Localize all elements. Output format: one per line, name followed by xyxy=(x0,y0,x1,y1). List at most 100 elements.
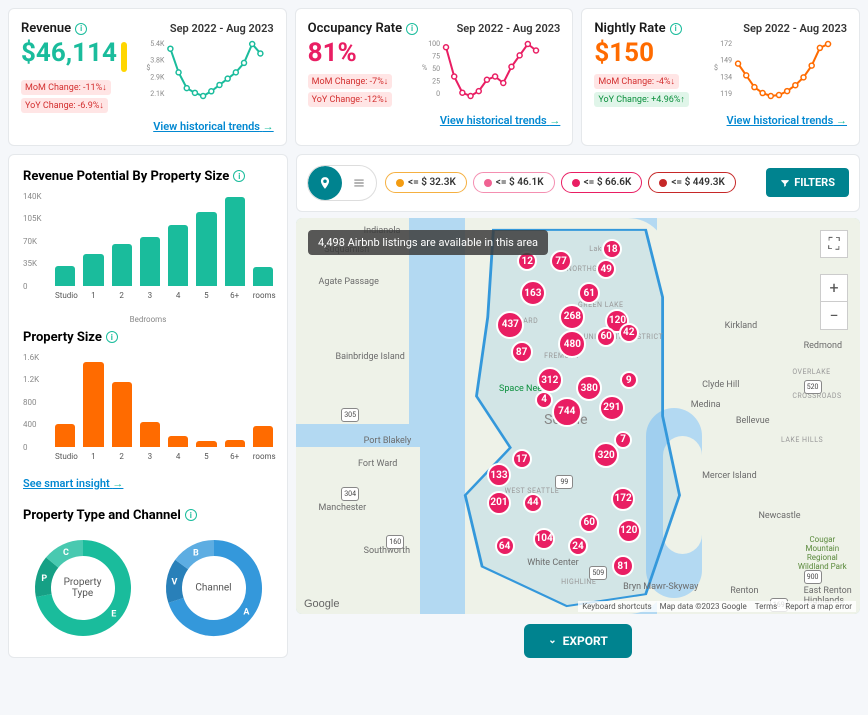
map-label: Mercer Island xyxy=(702,471,757,481)
filters-button[interactable]: FILTERS xyxy=(766,168,849,197)
revenue-title: Revenue xyxy=(21,21,71,36)
svg-text:P: P xyxy=(41,574,47,584)
list-view-button[interactable] xyxy=(342,166,376,200)
map-label: Manchester xyxy=(319,503,367,513)
info-icon[interactable]: i xyxy=(670,23,682,35)
map-label: Medina xyxy=(691,400,721,410)
map-footer: Keyboard shortcuts Map data ©2023 Google T… xyxy=(578,601,856,612)
svg-text:75: 75 xyxy=(432,53,440,61)
google-logo: Google xyxy=(304,598,339,610)
date-range: Sep 2022 - Aug 2023 xyxy=(743,22,847,35)
highway-shield: 99 xyxy=(555,475,573,489)
svg-text:$: $ xyxy=(714,64,718,72)
map-marker[interactable]: 104 xyxy=(533,528,555,550)
map-marker[interactable]: 268 xyxy=(559,304,585,330)
map-label: OVERLAKE xyxy=(792,368,830,376)
nightly-card: Nightly Ratei Sep 2022 - Aug 2023 $150 M… xyxy=(581,8,860,146)
map-marker[interactable]: 172 xyxy=(611,487,635,511)
revenue-yoy: YoY Change: -6.9%↓ xyxy=(21,98,108,113)
svg-text:V: V xyxy=(171,578,177,588)
svg-text:%: % xyxy=(422,64,427,72)
map-label: Redmond xyxy=(804,341,842,351)
map-footer-link[interactable]: Report a map error xyxy=(785,602,852,611)
revenue-card: Revenuei Sep 2022 - Aug 2023 $46,114 MoM… xyxy=(8,8,287,146)
occupancy-title: Occupancy Rate xyxy=(308,21,402,36)
nightly-sparkline: 172149134119$ xyxy=(697,40,847,110)
map-label: Renton xyxy=(730,586,758,596)
map-label: Port Blakely xyxy=(364,436,412,446)
map-marker[interactable]: 64 xyxy=(495,536,515,556)
map-marker[interactable]: 60 xyxy=(596,327,616,347)
map-marker[interactable]: 9 xyxy=(620,371,638,389)
map-label: Newcastle xyxy=(758,511,800,521)
map-marker[interactable]: 201 xyxy=(487,491,511,515)
svg-text:25: 25 xyxy=(432,78,440,86)
highway-shield: 509 xyxy=(589,566,607,580)
nightly-value: $150 xyxy=(594,40,689,66)
map-label: Agate Passage xyxy=(319,277,379,287)
legend-chip[interactable]: <= $ 46.1K xyxy=(473,172,555,193)
legend-chip[interactable]: <= $ 32.3K xyxy=(385,172,467,193)
map-marker[interactable]: 437 xyxy=(496,311,524,339)
zoom-in-button[interactable]: + xyxy=(820,274,848,302)
map-label: Bryn Mawr-Skyway xyxy=(623,582,698,592)
info-icon[interactable]: i xyxy=(185,509,197,521)
export-button[interactable]: ⌄EXPORT xyxy=(524,624,632,658)
svg-text:3.8K: 3.8K xyxy=(150,57,165,65)
map-marker[interactable]: 312 xyxy=(537,367,563,393)
fullscreen-button[interactable]: ⛶ xyxy=(820,230,848,258)
map-label: LAKE HILLS xyxy=(781,436,823,444)
svg-text:149: 149 xyxy=(720,57,732,65)
info-icon[interactable]: i xyxy=(233,170,245,182)
date-range: Sep 2022 - Aug 2023 xyxy=(170,22,274,35)
svg-text:E: E xyxy=(111,609,116,619)
occupancy-card: Occupancy Ratei Sep 2022 - Aug 2023 81% … xyxy=(295,8,574,146)
svg-text:0: 0 xyxy=(436,90,440,98)
svg-text:100: 100 xyxy=(429,40,441,48)
map-view-button[interactable] xyxy=(308,166,342,200)
legend-chip[interactable]: <= $ 66.6K xyxy=(561,172,643,193)
view-toggle xyxy=(307,165,377,201)
map-label: Cougar Mountain Regional Wildland Park xyxy=(792,535,852,571)
svg-text:A: A xyxy=(243,607,250,617)
legend-chip[interactable]: <= $ 449.3K xyxy=(648,172,736,193)
info-icon[interactable]: i xyxy=(406,23,418,35)
smart-insight-link[interactable]: See smart insight → xyxy=(23,477,123,490)
map-marker[interactable]: 87 xyxy=(511,341,533,363)
info-icon[interactable]: i xyxy=(75,23,87,35)
map-marker[interactable]: 4 xyxy=(535,391,553,409)
revenue-historical-link[interactable]: View historical trends → xyxy=(153,120,273,133)
svg-text:2.9K: 2.9K xyxy=(150,73,165,81)
highway-shield: 520 xyxy=(804,380,822,394)
map-marker[interactable]: 42 xyxy=(619,323,639,343)
map-label: Clyde Hill xyxy=(702,380,739,390)
occupancy-value: 81% xyxy=(308,40,393,66)
map-marker[interactable]: 7 xyxy=(614,431,632,449)
map-footer-link[interactable]: Keyboard shortcuts xyxy=(582,602,651,611)
map-marker[interactable]: 291 xyxy=(599,395,625,421)
highway-shield: 160 xyxy=(386,535,404,549)
svg-text:C: C xyxy=(63,548,69,558)
map-label: Bainbridge Island xyxy=(335,352,404,362)
map[interactable]: 4,498 Airbnb listings are available in t… xyxy=(296,218,860,614)
map-footer-link[interactable]: Map data ©2023 Google xyxy=(660,602,747,611)
zoom-out-button[interactable]: − xyxy=(820,302,848,330)
revenue-sparkline: 5.4K3.8K2.9K2.1K$ xyxy=(135,40,274,110)
map-marker[interactable]: 120 xyxy=(617,519,641,543)
occupancy-historical-link[interactable]: View historical trends → xyxy=(440,114,560,127)
map-marker[interactable]: 744 xyxy=(552,397,582,427)
info-icon[interactable]: i xyxy=(106,331,118,343)
svg-text:172: 172 xyxy=(720,40,732,48)
nightly-historical-link[interactable]: View historical trends → xyxy=(727,114,847,127)
highway-shield: 304 xyxy=(341,487,359,501)
date-range: Sep 2022 - Aug 2023 xyxy=(457,22,561,35)
map-footer-link[interactable]: Terms xyxy=(755,602,777,611)
map-marker[interactable]: 44 xyxy=(523,493,543,513)
map-marker[interactable]: 133 xyxy=(487,463,511,487)
map-marker[interactable]: 17 xyxy=(512,449,532,469)
map-listing-count: 4,498 Airbnb listings are available in t… xyxy=(308,230,548,255)
svg-text:2.1K: 2.1K xyxy=(150,90,165,98)
map-marker[interactable]: 60 xyxy=(579,513,599,533)
svg-text:50: 50 xyxy=(432,65,440,73)
map-marker[interactable]: 163 xyxy=(520,280,546,306)
